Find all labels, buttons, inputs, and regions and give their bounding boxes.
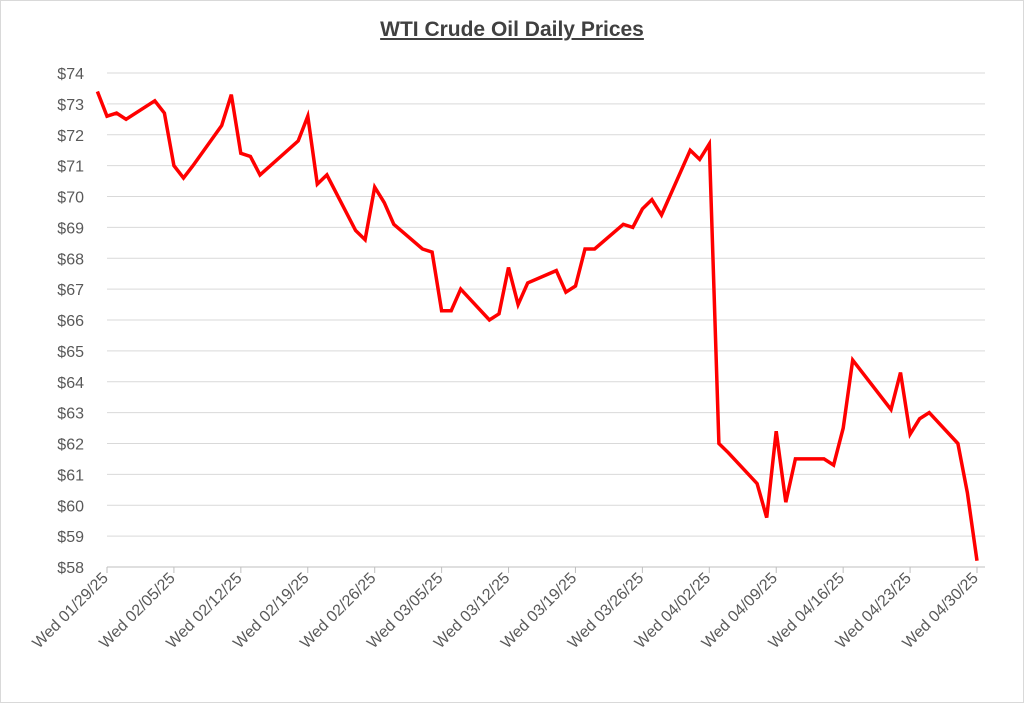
series-layer — [95, 90, 979, 562]
y-tick-label: $73 — [57, 97, 84, 114]
y-tick-label: $62 — [57, 437, 84, 454]
y-tick-label: $63 — [57, 406, 84, 423]
y-tick-label: $69 — [57, 220, 84, 237]
y-tick-label: $67 — [57, 282, 84, 299]
price-line — [95, 90, 979, 562]
y-tick-label: $72 — [57, 128, 84, 145]
y-tick-label: $59 — [57, 529, 84, 546]
y-tick-label: $66 — [57, 313, 84, 330]
y-tick-label: $71 — [57, 159, 84, 176]
y-tick-label: $58 — [57, 560, 84, 577]
chart-title: WTI Crude Oil Daily Prices — [380, 18, 644, 41]
y-tick-label: $64 — [57, 375, 84, 392]
gridlines — [107, 72, 985, 568]
y-axis: $58 $59 $60 $61 $62 $63 $64 $65 $66 $67 $68 $69 $70 $… — [57, 66, 84, 577]
y-tick-label: $74 — [57, 66, 84, 83]
y-tick-label: $60 — [57, 498, 84, 515]
y-tick-label: $68 — [57, 251, 84, 268]
y-tick-label: $65 — [57, 344, 84, 361]
y-tick-label: $61 — [57, 467, 84, 484]
y-tick-label: $70 — [57, 190, 84, 207]
